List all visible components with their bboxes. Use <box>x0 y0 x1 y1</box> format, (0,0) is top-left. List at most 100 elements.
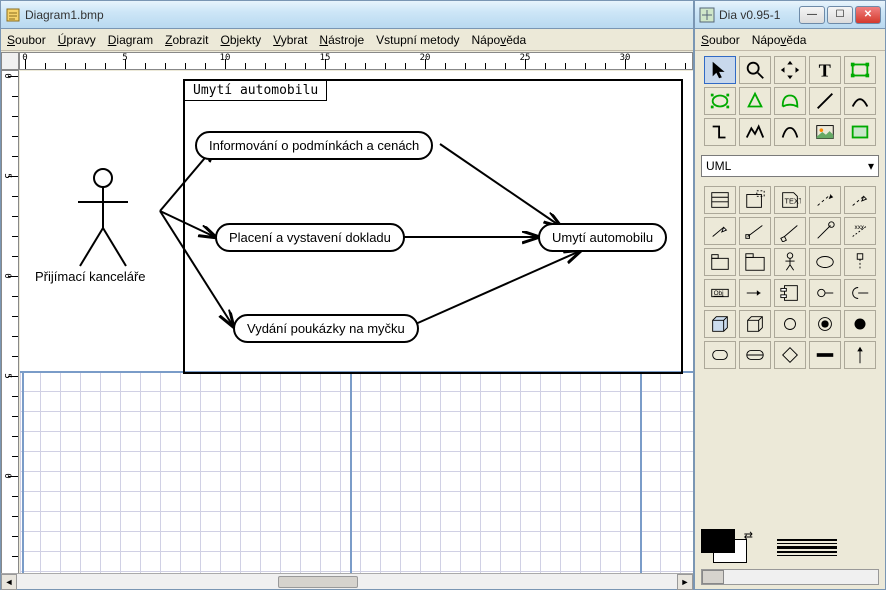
uml-actor-icon[interactable] <box>774 248 806 276</box>
tool-menu-soubor[interactable]: Soubor <box>701 33 740 47</box>
uml-class-icon[interactable] <box>704 186 736 214</box>
menu-diagram[interactable]: Diagram <box>108 33 153 47</box>
uml-activity-icon[interactable] <box>739 341 771 369</box>
swap-colors-icon[interactable]: ⇄ <box>744 529 753 542</box>
uml-constraint-icon[interactable]: xxx <box>844 217 876 245</box>
uml-aggregate-icon[interactable] <box>774 217 806 245</box>
uml-actor[interactable] <box>68 166 138 276</box>
tool-window-buttons: — ☐ ✕ <box>799 6 881 24</box>
usecase-uc1[interactable]: Informování o podmínkách a cenách <box>195 131 433 160</box>
uml-note-icon[interactable]: TEXT <box>774 186 806 214</box>
uml-provided-icon[interactable] <box>809 279 841 307</box>
uml-fork-icon[interactable] <box>809 341 841 369</box>
box-tool[interactable] <box>844 56 876 84</box>
arc-tool[interactable] <box>844 87 876 115</box>
menu-objekty[interactable]: Objekty <box>220 33 261 47</box>
line-style-preview[interactable] <box>777 539 837 556</box>
outline-tool[interactable] <box>844 118 876 146</box>
drawing-canvas[interactable]: Umytí automobilu Přijímací kanceláře <box>20 71 693 574</box>
zigzag-tool[interactable] <box>704 118 736 146</box>
image-tool[interactable] <box>809 118 841 146</box>
uml-frame-title[interactable]: Umytí automobilu <box>184 80 327 101</box>
uml-smallpkg-icon[interactable] <box>704 248 736 276</box>
tool-menubar: Soubor Nápověda <box>695 29 885 51</box>
shape-sheet-label: UML <box>706 159 731 173</box>
maximize-button[interactable]: ☐ <box>827 6 853 24</box>
canvas-area: 051015202530 05050 Umytí automobilu <box>1 52 693 574</box>
actor-label[interactable]: Přijímací kanceláře <box>35 269 146 284</box>
shape-sheet-select[interactable]: UML ▾ <box>701 155 879 177</box>
uml-required-icon[interactable] <box>844 279 876 307</box>
uml-dependency-icon[interactable] <box>809 186 841 214</box>
uml-transition-icon[interactable] <box>844 341 876 369</box>
uml-implements-icon[interactable] <box>809 217 841 245</box>
usecase-uc3[interactable]: Vydání poukázky na myčku <box>233 314 419 343</box>
close-button[interactable]: ✕ <box>855 6 881 24</box>
ellipse-tool[interactable] <box>704 87 736 115</box>
diagram-window: Diagram1.bmp Soubor Úpravy Diagram Zobra… <box>0 0 694 590</box>
pointer-tool[interactable] <box>704 56 736 84</box>
ruler-corner <box>1 52 19 70</box>
zoom-tool[interactable] <box>739 56 771 84</box>
ruler-vertical: 05050 <box>1 70 19 574</box>
text-tool[interactable]: T <box>809 56 841 84</box>
uml-assoc-icon[interactable] <box>739 217 771 245</box>
uml-branch-icon[interactable] <box>774 341 806 369</box>
usecase-uc4[interactable]: Umytí automobilu <box>538 223 667 252</box>
svg-text:Obj: Obj <box>714 290 724 297</box>
basic-tools: T <box>695 51 885 151</box>
minimize-button[interactable]: — <box>799 6 825 24</box>
page-break-v3 <box>640 371 642 574</box>
uml-fifth-row5[interactable] <box>844 310 876 338</box>
uml-node-icon[interactable] <box>739 310 771 338</box>
menu-nastroje[interactable]: Nástroje <box>319 33 364 47</box>
main-title-text: Diagram1.bmp <box>25 8 689 22</box>
tool-menu-napoveda[interactable]: Nápověda <box>752 33 807 47</box>
uml-usecase-icon[interactable] <box>809 248 841 276</box>
bezier-tool[interactable] <box>774 118 806 146</box>
uml-final-icon[interactable] <box>809 310 841 338</box>
page-break-v1 <box>22 371 24 574</box>
menu-zobrazit[interactable]: Zobrazit <box>165 33 208 47</box>
tool-title-text: Dia v0.95-1 <box>719 8 795 22</box>
line-tool[interactable] <box>809 87 841 115</box>
svg-text:xxx: xxx <box>855 224 865 231</box>
dia-doc-icon <box>5 7 21 23</box>
polyline-tool[interactable] <box>739 118 771 146</box>
beziergon-tool[interactable] <box>774 87 806 115</box>
uml-generalize-icon[interactable] <box>704 217 736 245</box>
fg-color[interactable] <box>701 529 735 553</box>
uml-object-icon[interactable]: Obj <box>704 279 736 307</box>
tool-bottom-slider[interactable] <box>701 569 879 585</box>
scroll-tool[interactable] <box>774 56 806 84</box>
page-break-v2 <box>350 371 352 574</box>
uml-state-icon[interactable] <box>704 341 736 369</box>
h-scrollbar[interactable]: ◄ ► <box>1 573 693 589</box>
uml-initial-icon[interactable] <box>774 310 806 338</box>
ruler-horizontal: 051015202530 <box>19 52 693 70</box>
uml-component-icon[interactable] <box>774 279 806 307</box>
uml-template-icon[interactable] <box>739 186 771 214</box>
usecase-uc2[interactable]: Placení a vystavení dokladu <box>215 223 405 252</box>
menu-vybrat[interactable]: Vybrat <box>273 33 307 47</box>
menu-napoveda[interactable]: Nápověda <box>472 33 527 47</box>
uml-lifeline-icon[interactable] <box>844 248 876 276</box>
menu-soubor[interactable]: Soubor <box>7 33 46 47</box>
scroll-left-arrow[interactable]: ◄ <box>1 574 17 590</box>
scroll-right-arrow[interactable]: ► <box>677 574 693 590</box>
uml-message-icon[interactable] <box>739 279 771 307</box>
scroll-thumb[interactable] <box>278 576 358 588</box>
slider-thumb[interactable] <box>702 570 724 584</box>
uml-shapes: TEXT xxx Obj <box>695 181 885 374</box>
uml-largepkg-icon[interactable] <box>739 248 771 276</box>
menu-vstupni[interactable]: Vstupní metody <box>376 33 459 47</box>
uml-node-active-icon[interactable] <box>704 310 736 338</box>
grid-background <box>20 371 693 574</box>
fg-bg-swatch[interactable]: ⇄ <box>701 529 751 565</box>
svg-text:TEXT: TEXT <box>785 197 802 206</box>
menu-upravy[interactable]: Úpravy <box>58 33 96 47</box>
tool-titlebar[interactable]: Dia v0.95-1 — ☐ ✕ <box>695 1 885 29</box>
uml-realize-icon[interactable] <box>844 186 876 214</box>
main-titlebar[interactable]: Diagram1.bmp <box>1 1 693 29</box>
polygon-tool[interactable] <box>739 87 771 115</box>
